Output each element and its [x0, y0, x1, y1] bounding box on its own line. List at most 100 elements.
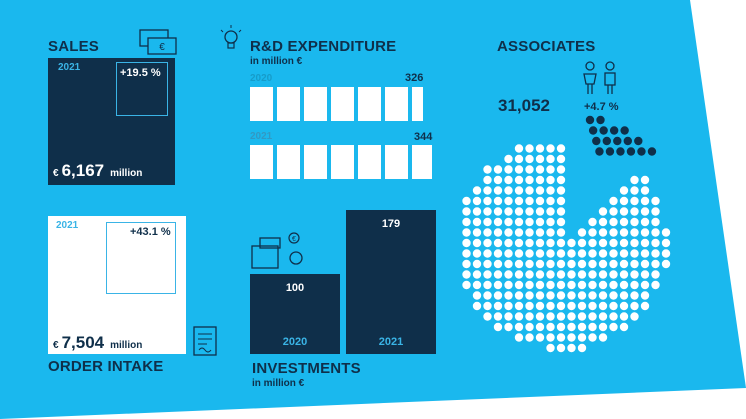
factory-icon: €: [251, 232, 303, 269]
rnd-bar-2020: [250, 87, 423, 121]
associate-dot: [567, 312, 576, 321]
associate-dot: [619, 301, 629, 311]
associate-dot: [525, 196, 534, 206]
associate-dot: [535, 333, 545, 342]
associate-growth-dot: [647, 147, 657, 156]
lightbulb-icon: [220, 25, 242, 49]
associate-dot: [598, 228, 608, 237]
associate-dot: [619, 207, 629, 216]
associate-dot: [630, 270, 639, 279]
associate-growth-dot: [616, 147, 625, 156]
associate-dot: [472, 186, 482, 195]
associate-dot: [472, 270, 482, 279]
associate-dot: [535, 322, 545, 332]
associate-dot: [640, 217, 650, 227]
associate-dot: [462, 196, 471, 206]
rnd-title: R&D EXPENDITURE: [250, 38, 397, 55]
sales-value-line: € 6,167 million: [53, 161, 142, 181]
associate-dot: [640, 196, 650, 206]
associate-dot: [462, 280, 471, 290]
associate-dot: [598, 333, 608, 342]
order-growth-square: [106, 222, 176, 294]
associate-dot: [630, 207, 639, 216]
rnd-block: [412, 87, 423, 121]
associate-growth-dot: [605, 147, 615, 156]
associate-dot: [514, 144, 524, 153]
associate-dot: [483, 238, 492, 248]
associate-dot: [525, 238, 534, 248]
associate-dot: [567, 322, 576, 332]
associate-dot: [462, 270, 471, 279]
associate-dot: [525, 322, 534, 332]
associate-dot: [598, 280, 608, 290]
associate-dot: [535, 154, 545, 164]
associate-dot: [651, 259, 660, 269]
associate-dot: [588, 312, 597, 321]
associate-dot: [577, 322, 587, 332]
associate-dot: [630, 259, 639, 269]
associate-dot: [630, 249, 639, 258]
associate-dot: [619, 322, 629, 332]
associate-growth-dot: [609, 126, 619, 135]
associate-dot: [525, 154, 534, 164]
associate-dot: [462, 217, 471, 227]
associate-dot: [493, 175, 503, 185]
associate-dot: [472, 196, 482, 206]
order-currency: €: [53, 340, 59, 351]
associate-dot: [472, 291, 482, 300]
associate-dot: [661, 228, 671, 237]
investment-bar-value: 179: [381, 218, 401, 230]
associate-dot: [504, 280, 513, 290]
people-icon: [583, 61, 616, 94]
associates-growth: +4.7 %: [584, 101, 619, 113]
associate-dot: [630, 228, 639, 237]
associate-dot: [525, 228, 534, 237]
associate-dot: [598, 217, 608, 227]
associate-dot: [577, 270, 587, 279]
rnd-bar-2021: [250, 145, 432, 179]
investment-bar-year: 2021: [378, 336, 404, 348]
associate-dot: [640, 270, 650, 279]
order-value: 7,504: [61, 333, 105, 352]
associate-dot: [577, 291, 587, 300]
associate-dot: [619, 249, 629, 258]
associate-dot: [525, 175, 534, 185]
associates-title: ASSOCIATES: [497, 38, 596, 55]
associate-dot: [493, 259, 503, 269]
rnd-year-2020: 2020: [250, 73, 273, 84]
order-intake-growth: +43.1 %: [130, 226, 171, 238]
associate-dot: [619, 291, 629, 300]
associate-dot: [546, 144, 555, 153]
associate-dot: [546, 280, 555, 290]
rnd-block: [304, 87, 327, 121]
associate-dot: [546, 270, 555, 279]
associate-dot: [556, 154, 566, 164]
associate-dot: [514, 333, 524, 342]
document-icon: [193, 326, 217, 356]
associate-dot: [525, 217, 534, 227]
associate-dot: [588, 333, 597, 342]
associate-growth-dot: [637, 147, 646, 156]
associate-dot: [630, 186, 639, 195]
associate-dot: [640, 301, 650, 311]
associate-dot: [556, 144, 566, 153]
associate-dot: [514, 259, 524, 269]
associate-dot: [651, 249, 660, 258]
associate-dot: [546, 154, 555, 164]
associate-dot: [525, 165, 534, 174]
associate-dot: [556, 165, 566, 174]
order-unit: million: [110, 340, 143, 351]
sales-box: [48, 58, 175, 185]
associate-dot: [546, 196, 555, 206]
associate-dot: [504, 186, 513, 195]
associate-dot: [598, 301, 608, 311]
investments-subtitle: in million €: [252, 378, 305, 389]
associate-dot: [640, 291, 650, 300]
associate-dot: [577, 228, 587, 237]
associate-dot: [546, 343, 555, 353]
associate-dot: [556, 312, 566, 321]
associate-dot: [651, 217, 660, 227]
associate-dot: [535, 165, 545, 174]
associate-dot: [577, 259, 587, 269]
associate-dot: [619, 280, 629, 290]
